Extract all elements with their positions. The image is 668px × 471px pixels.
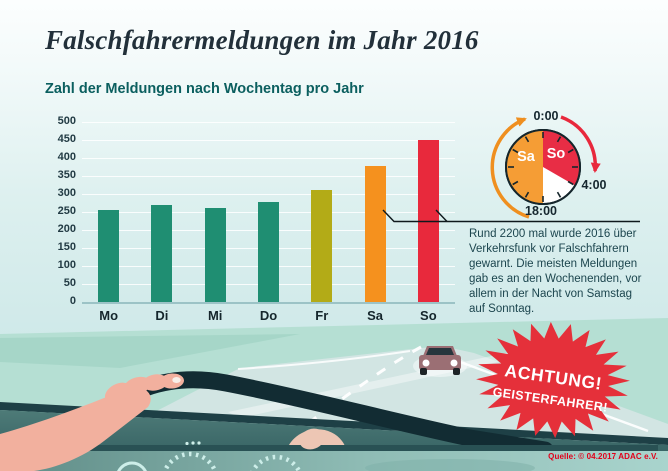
windshield-lower-edge — [0, 402, 668, 445]
clock-tick-4 — [567, 180, 574, 186]
clock-tick-2 — [567, 148, 574, 154]
clock-0000-label: 0:00 — [533, 109, 558, 123]
gridline-300 — [82, 194, 455, 195]
bar-Sa — [364, 165, 386, 302]
clock-tick-5 — [556, 191, 562, 198]
y-tick-label-250: 250 — [57, 205, 76, 217]
car-headlight-right — [450, 359, 458, 367]
road-left-edge-line — [237, 350, 411, 370]
car-body — [419, 355, 461, 370]
bar-Mi — [204, 207, 226, 302]
driving-illustration: ACHTUNG! GEISTERFAHRER! — [0, 318, 668, 471]
x-label-Fr: Fr — [315, 308, 329, 323]
y-tick-label-400: 400 — [57, 151, 76, 163]
x-label-Di: Di — [155, 308, 169, 323]
x-label-So: So — [420, 308, 437, 323]
orange-arrow — [490, 117, 530, 219]
right-thumb — [299, 428, 325, 450]
red-arrow — [560, 115, 601, 173]
gridline-350 — [82, 176, 455, 177]
dash-dot-2 — [191, 441, 195, 445]
gridline-400 — [82, 158, 455, 159]
y-tick-label-350: 350 — [57, 169, 76, 181]
starburst-shape — [476, 321, 630, 439]
y-tick-label-500: 500 — [57, 115, 76, 127]
clock-tick-10 — [512, 148, 519, 154]
x-label-Sa: Sa — [367, 308, 384, 323]
page-title: Falschfahrermeldungen im Jahr 2016 — [45, 25, 479, 55]
chart-subtitle: Zahl der Meldungen nach Wochentag pro Ja… — [45, 81, 364, 97]
y-tick-label-150: 150 — [57, 241, 76, 253]
y-tick-label-450: 450 — [57, 133, 76, 145]
clock-tick-8 — [512, 180, 519, 186]
dash-dot-1 — [185, 441, 189, 446]
bar-Fr — [311, 190, 333, 302]
y-tick-label-200: 200 — [57, 223, 76, 235]
car-wheel-right — [453, 368, 460, 375]
y-tick-label-300: 300 — [57, 187, 76, 199]
fingernail — [172, 377, 181, 383]
speedometer-ticks — [162, 451, 218, 471]
car-headlight-left — [422, 359, 430, 367]
bar-Do — [258, 202, 279, 302]
car-windshield — [426, 348, 454, 355]
clock-sector-saturday — [506, 130, 543, 204]
clock-so-label: So — [547, 146, 566, 162]
dash-stripe — [0, 445, 658, 451]
bar-Di — [151, 204, 173, 302]
bar-So — [417, 140, 439, 302]
clock-hour-ticks — [508, 132, 578, 202]
dash-shadow — [365, 459, 535, 471]
clock-rim — [505, 129, 581, 205]
left-arm — [0, 386, 151, 471]
source-credit: Quelle: © 04.2017 ADAC e.V. — [548, 452, 658, 461]
clock-tick-11 — [524, 136, 530, 143]
clock-1800-label: 18:00 — [525, 204, 557, 218]
annotation-text: Rund 2200 mal wurde 2016 über Verkehrsfu… — [469, 228, 642, 315]
gridline-0 — [82, 302, 455, 304]
x-label-Mo: Mo — [99, 308, 119, 323]
x-label-Do: Do — [259, 308, 278, 323]
y-tick-label-0: 0 — [69, 295, 76, 307]
dash-dot-3 — [197, 441, 201, 445]
clock-0400-label: 4:00 — [581, 178, 606, 192]
gridline-450 — [82, 140, 455, 141]
left-hand — [0, 373, 184, 471]
clock-face — [505, 129, 581, 205]
clock-sector-sunday — [543, 130, 580, 186]
weekend-clock: Sa So 0:00 4:00 18:00 — [490, 109, 607, 219]
gridline-500 — [82, 122, 455, 123]
wrong-way-car — [413, 346, 467, 377]
bar-Mo — [98, 210, 120, 302]
y-tick-label-50: 50 — [63, 277, 76, 289]
clock-tick-7 — [524, 191, 530, 198]
instrument-panel — [0, 445, 668, 471]
gauge-small — [117, 461, 147, 471]
warning-starburst: ACHTUNG! GEISTERFAHRER! — [476, 321, 630, 439]
clock-tick-1 — [556, 136, 562, 143]
y-tick-label-100: 100 — [57, 259, 76, 271]
clock-sa-label: Sa — [517, 149, 536, 165]
x-label-Mi: Mi — [207, 308, 223, 323]
car-wheel-left — [420, 368, 427, 375]
